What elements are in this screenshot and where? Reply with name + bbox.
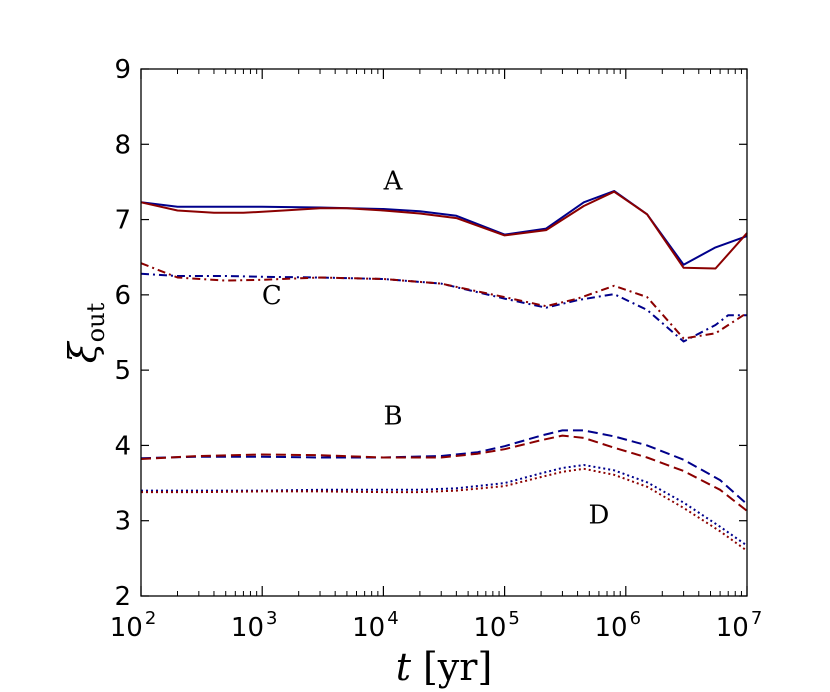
series-line-d-blue xyxy=(141,464,748,547)
x-tick-label-exp: 4 xyxy=(387,608,398,629)
y-tick-label: 9 xyxy=(114,55,131,85)
y-tick-label: 6 xyxy=(114,281,131,311)
annotation-a: A xyxy=(383,166,404,196)
y-axis-label: ξout xyxy=(61,302,110,363)
x-tick-label: 10 4 xyxy=(352,608,399,643)
annotation-c: C xyxy=(262,281,282,311)
x-tick-label: 10 5 xyxy=(473,608,520,643)
series-line-d-red xyxy=(141,467,748,552)
y-tick-label: 7 xyxy=(114,206,131,236)
y-axis-label-var: ξ xyxy=(61,340,105,363)
x-tick-label-base: 10 xyxy=(716,613,749,643)
y-tick-label: 8 xyxy=(114,130,131,160)
series-line-c-blue xyxy=(140,272,747,343)
series-layer xyxy=(140,190,748,552)
x-axis-label-var: t xyxy=(396,645,412,689)
x-tick-label-exp: 3 xyxy=(266,608,277,629)
annotation-b: B xyxy=(383,401,402,431)
x-tick-label-base: 10 xyxy=(110,613,143,643)
x-axis-label: t [yr] xyxy=(396,645,493,689)
x-tick-label-exp: 6 xyxy=(630,608,641,629)
y-tick-label: 5 xyxy=(114,356,131,386)
x-tick-label-base: 10 xyxy=(473,613,506,643)
x-tick-label: 10 3 xyxy=(231,608,278,643)
x-tick-label-exp: 7 xyxy=(751,608,762,629)
series-line-b-blue xyxy=(140,429,748,505)
plot-frame xyxy=(140,68,748,597)
series-line-b-red xyxy=(140,434,748,512)
y-tick-label: 3 xyxy=(114,507,131,537)
x-tick-label-base: 10 xyxy=(352,613,385,643)
x-tick-label: 10 2 xyxy=(110,608,157,643)
x-tick-label-base: 10 xyxy=(595,613,628,643)
annotations: A C B D xyxy=(262,166,609,530)
x-tick-label-exp: 5 xyxy=(508,608,519,629)
series-line-a-red xyxy=(140,190,748,270)
y-axis-label-sub: out xyxy=(82,302,110,342)
y-tick-label: 4 xyxy=(114,431,131,461)
series-line-c-red xyxy=(140,262,748,340)
x-tick-label: 10 7 xyxy=(716,608,763,643)
annotation-d: D xyxy=(588,501,609,531)
x-tick-label: 10 6 xyxy=(595,608,642,643)
x-tick-label-base: 10 xyxy=(231,613,264,643)
y-tick-label: 2 xyxy=(114,582,131,612)
x-axis-label-unit: [yr] xyxy=(423,645,492,689)
x-tick-label-exp: 2 xyxy=(145,608,156,629)
